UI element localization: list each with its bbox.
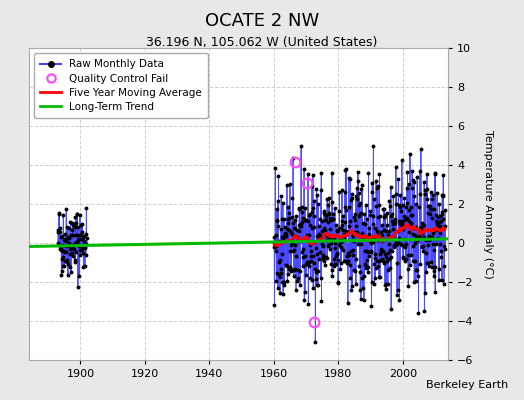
Y-axis label: Temperature Anomaly (°C): Temperature Anomaly (°C) [483,130,493,278]
Text: Berkeley Earth: Berkeley Earth [426,380,508,390]
Legend: Raw Monthly Data, Quality Control Fail, Five Year Moving Average, Long-Term Tren: Raw Monthly Data, Quality Control Fail, … [34,53,209,118]
Text: 36.196 N, 105.062 W (United States): 36.196 N, 105.062 W (United States) [146,36,378,49]
Text: OCATE 2 NW: OCATE 2 NW [205,12,319,30]
